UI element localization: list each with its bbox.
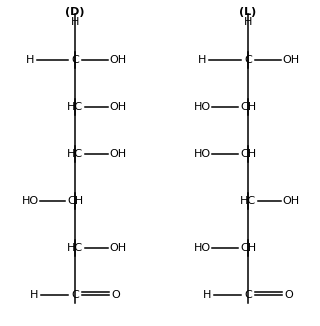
Text: OH: OH bbox=[283, 55, 300, 65]
Text: H: H bbox=[26, 55, 34, 65]
Text: CH: CH bbox=[240, 102, 256, 112]
Text: C: C bbox=[244, 290, 252, 300]
Text: HC: HC bbox=[240, 196, 256, 206]
Text: HO: HO bbox=[193, 102, 211, 112]
Text: HC: HC bbox=[67, 102, 83, 112]
Text: HO: HO bbox=[193, 149, 211, 159]
Text: C: C bbox=[71, 290, 79, 300]
Text: OH: OH bbox=[283, 196, 300, 206]
Text: CH: CH bbox=[240, 149, 256, 159]
Text: (D): (D) bbox=[65, 7, 85, 17]
Text: C: C bbox=[244, 55, 252, 65]
Text: HO: HO bbox=[193, 243, 211, 253]
Text: CH: CH bbox=[240, 243, 256, 253]
Text: H: H bbox=[244, 17, 252, 27]
Text: OH: OH bbox=[109, 243, 127, 253]
Text: H: H bbox=[71, 17, 79, 27]
Text: OH: OH bbox=[109, 149, 127, 159]
Text: O: O bbox=[284, 290, 293, 300]
Text: H: H bbox=[198, 55, 206, 65]
Text: H: H bbox=[203, 290, 211, 300]
Text: CH: CH bbox=[67, 196, 83, 206]
Text: HO: HO bbox=[21, 196, 39, 206]
Text: OH: OH bbox=[109, 55, 127, 65]
Text: H: H bbox=[30, 290, 38, 300]
Text: C: C bbox=[71, 55, 79, 65]
Text: OH: OH bbox=[109, 102, 127, 112]
Text: O: O bbox=[112, 290, 120, 300]
Text: (L): (L) bbox=[239, 7, 257, 17]
Text: HC: HC bbox=[67, 243, 83, 253]
Text: HC: HC bbox=[67, 149, 83, 159]
